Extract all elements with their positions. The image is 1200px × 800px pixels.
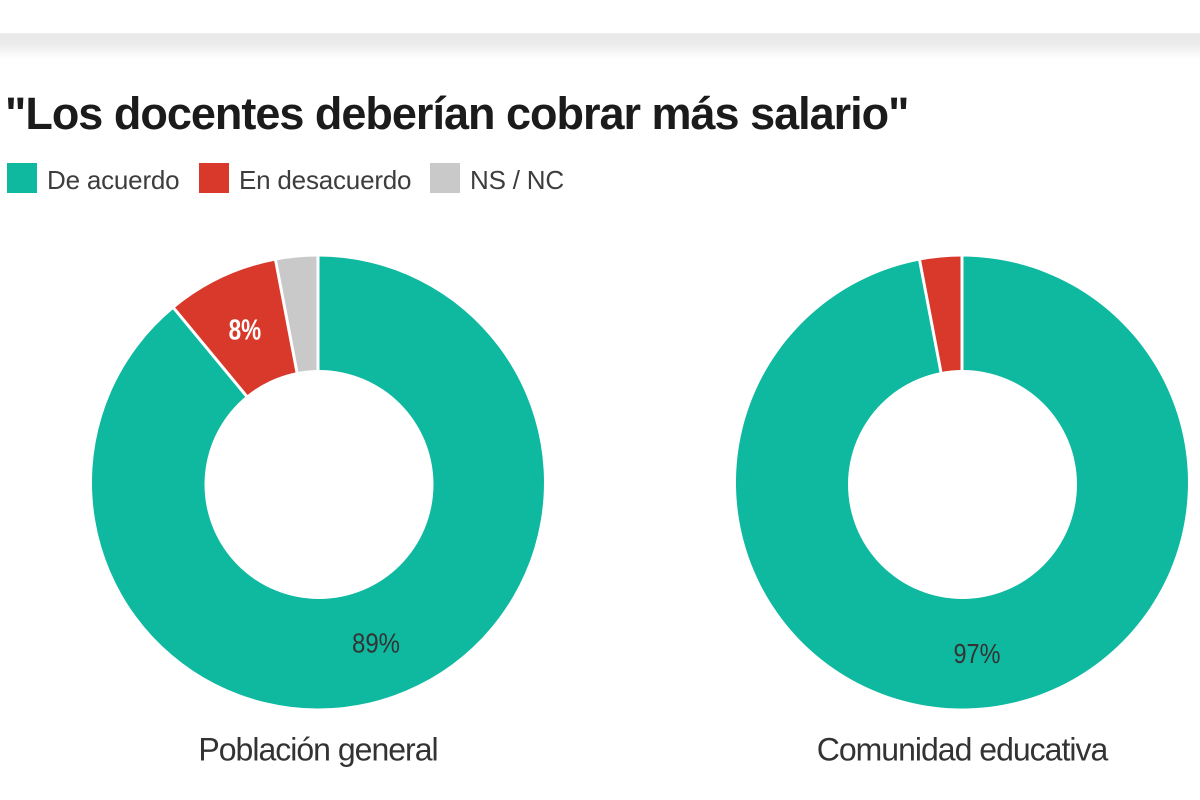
svg-text:Comunidad educativa: Comunidad educativa: [817, 732, 1109, 768]
svg-text:97%: 97%: [954, 638, 1001, 669]
svg-text:8%: 8%: [229, 315, 262, 347]
svg-text:Población general: Población general: [198, 732, 437, 768]
svg-text:89%: 89%: [352, 628, 400, 659]
